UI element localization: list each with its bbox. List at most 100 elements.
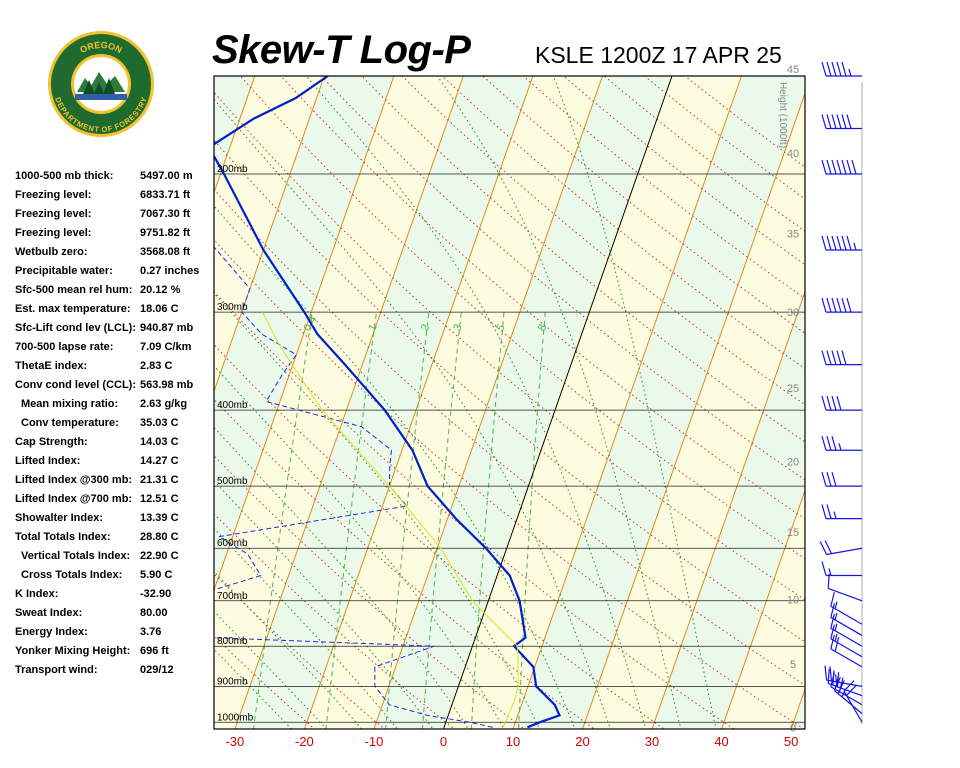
wind-barb — [819, 540, 863, 556]
x-tick-label: 0 — [440, 734, 447, 749]
dry-adiabat-line — [482, 76, 805, 334]
stat-value: 18.06 C — [140, 303, 179, 315]
isotherm-band — [234, 76, 533, 729]
wind-barb — [843, 680, 863, 723]
stat-label: Cap Strength: — [15, 436, 88, 448]
stat-label: Lifted Index @300 mb: — [15, 474, 133, 486]
isotherm-band — [582, 93, 805, 729]
isotherm-line — [442, 76, 673, 729]
stat-row: Freezing level: 7067.30 ft — [15, 208, 215, 227]
wind-barb — [830, 634, 863, 668]
dry-adiabat-line — [320, 76, 805, 481]
isotherm-line — [861, 76, 960, 729]
stat-row: Yonker Mixing Height: 696 ft — [15, 645, 215, 664]
stat-value: 22.90 C — [140, 550, 179, 562]
stat-label: Energy Index: — [15, 626, 88, 638]
stat-label: Freezing level: — [15, 208, 92, 220]
dry-adiabat-line — [240, 76, 805, 560]
stat-label: Precipitable water: — [15, 265, 113, 277]
height-tick-label: 40 — [787, 148, 799, 160]
mixing-ratio-line — [421, 312, 462, 729]
stat-value: 696 ft — [140, 645, 169, 657]
pressure-label: 200mb — [217, 164, 248, 175]
isotherm-line — [790, 687, 805, 729]
stat-row: Precipitable water: 0.27 inches — [15, 265, 215, 284]
isotherm-line — [234, 76, 464, 729]
wind-barb — [827, 668, 863, 697]
stat-value: 14.03 C — [140, 436, 179, 448]
x-tick-label: -30 — [225, 734, 244, 749]
stat-row: 700-500 lapse rate: 7.09 C/km — [15, 341, 215, 360]
pressure-label: 700mb — [217, 591, 248, 602]
stat-label: 700-500 lapse rate: — [15, 341, 114, 353]
wind-barb — [821, 159, 862, 175]
stat-label: Conv temperature: — [21, 417, 119, 429]
station-time-label: KSLE 1200Z 17 APR 25 — [535, 42, 782, 68]
height-tick-label: 35 — [787, 228, 799, 240]
mixing-ratio-label: 2 — [419, 322, 432, 333]
mixing-ratio-label: 1 — [366, 322, 379, 333]
stat-row: Showalter Index: 13.39 C — [15, 512, 215, 531]
stat-row: Lifted Index @700 mb: 12.51 C — [15, 493, 215, 512]
stat-value: 14.27 C — [140, 455, 179, 467]
x-tick-label: 50 — [784, 734, 798, 749]
stat-label: Transport wind: — [15, 664, 98, 676]
mixing-ratio-label: 0.4 — [302, 314, 320, 333]
mixing-ratio-label: 5 — [494, 322, 507, 333]
stat-value: 0.27 inches — [140, 265, 200, 277]
height-tick-label: 45 — [787, 64, 799, 76]
plot-frame — [213, 75, 806, 730]
isotherm-line — [721, 489, 805, 729]
mixing-ratio-line — [518, 312, 546, 729]
mixing-ratio-line — [385, 312, 430, 729]
stat-value: 2.83 C — [140, 360, 173, 372]
pressure-label: 400mb — [217, 400, 248, 411]
stat-value: 5497.00 m — [140, 170, 193, 182]
mixing-ratio-line — [325, 312, 377, 729]
page-title: Skew-T Log-P — [212, 28, 471, 72]
stat-row: Est. max temperature: 18.06 C — [15, 303, 215, 322]
stat-value: 12.51 C — [140, 493, 179, 505]
stat-value: 029/12 — [140, 664, 174, 676]
stat-row: Sweat Index: 80.00 — [15, 607, 215, 626]
stat-value: 940.87 mb — [140, 322, 194, 334]
stat-label: Yonker Mixing Height: — [15, 645, 131, 657]
stat-label: Total Totals Index: — [15, 531, 111, 543]
height-tick-label: 5 — [790, 659, 796, 671]
stat-value: 21.31 C — [140, 474, 179, 486]
mixing-ratio-line — [470, 312, 505, 729]
wind-barb — [830, 672, 863, 706]
stat-label: ThetaE index: — [15, 360, 88, 372]
dry-adiabat-line — [280, 76, 805, 520]
height-tick-label: 20 — [787, 456, 799, 468]
stat-label: Conv cond level (CCL): — [15, 379, 137, 391]
stat-label: Lifted Index @700 mb: — [15, 493, 133, 505]
stat-row: Wetbulb zero: 3568.08 ft — [15, 246, 215, 265]
stat-row: Freezing level: 6833.71 ft — [15, 189, 215, 208]
wind-barb — [821, 395, 862, 411]
stat-label: Est. max temperature: — [15, 303, 131, 315]
isotherm-band — [652, 291, 805, 729]
wind-barb — [830, 591, 863, 625]
stat-row: 1000-500 mb thick: 5497.00 m — [15, 170, 215, 189]
stat-value: 3.76 — [140, 626, 162, 638]
height-axis-label: Height (1000ft) — [777, 82, 788, 148]
stat-row: Freezing level: 9751.82 ft — [15, 227, 215, 246]
stat-row: Cap Strength: 14.03 C — [15, 436, 215, 455]
isotherm-line — [512, 76, 742, 729]
height-tick-label: 25 — [787, 383, 799, 395]
stat-label: Showalter Index: — [15, 512, 104, 524]
x-tick-label: -10 — [365, 734, 384, 749]
stat-row: Energy Index: 3.76 — [15, 626, 215, 645]
wind-barb — [821, 61, 862, 77]
dry-adiabat-line — [401, 76, 805, 406]
isotherm-line — [303, 76, 534, 729]
stat-value: 3568.08 ft — [140, 246, 191, 258]
stat-label: Sfc-500 mean rel hum: — [15, 284, 133, 296]
isotherm-band — [373, 76, 672, 729]
wind-barb — [830, 603, 863, 636]
wind-barb — [821, 235, 862, 251]
pressure-label: 600mb — [217, 538, 248, 549]
stat-label: Vertical Totals Index: — [21, 550, 131, 562]
plot-background — [214, 76, 805, 729]
